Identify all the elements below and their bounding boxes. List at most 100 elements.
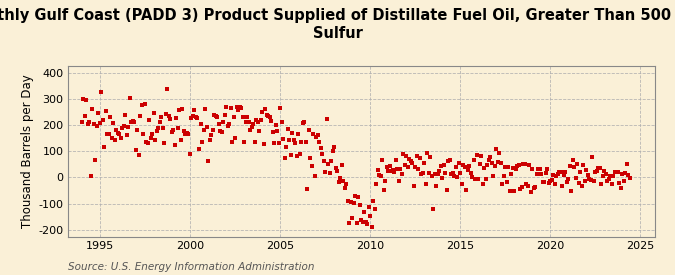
Point bbox=[327, 149, 338, 154]
Point bbox=[333, 180, 344, 185]
Point bbox=[502, 180, 512, 184]
Point bbox=[113, 130, 124, 135]
Point bbox=[233, 108, 244, 112]
Point bbox=[105, 114, 116, 119]
Point bbox=[335, 175, 346, 180]
Point bbox=[557, 184, 568, 189]
Point bbox=[163, 114, 174, 118]
Point bbox=[215, 129, 225, 133]
Point bbox=[294, 152, 305, 156]
Point bbox=[381, 165, 392, 170]
Point bbox=[481, 177, 491, 182]
Point bbox=[348, 201, 359, 205]
Point bbox=[138, 132, 149, 136]
Text: Monthly Gulf Coast (PADD 3) Product Supplied of Distillate Fuel Oil, Greater Tha: Monthly Gulf Coast (PADD 3) Product Supp… bbox=[0, 8, 675, 41]
Point bbox=[302, 187, 313, 191]
Point bbox=[533, 167, 543, 171]
Point bbox=[410, 165, 421, 169]
Point bbox=[167, 129, 178, 134]
Point bbox=[248, 121, 259, 126]
Point bbox=[395, 167, 406, 171]
Point bbox=[516, 185, 527, 189]
Point bbox=[119, 124, 130, 128]
Point bbox=[606, 182, 617, 186]
Point bbox=[130, 147, 141, 152]
Point bbox=[617, 171, 628, 176]
Point bbox=[418, 161, 429, 165]
Point bbox=[589, 179, 599, 183]
Point bbox=[417, 170, 428, 175]
Point bbox=[108, 120, 119, 125]
Point bbox=[176, 138, 186, 142]
Point bbox=[462, 168, 473, 172]
Point bbox=[303, 128, 314, 132]
Point bbox=[357, 220, 368, 225]
Point bbox=[281, 145, 292, 150]
Point bbox=[141, 140, 152, 144]
Point bbox=[464, 164, 475, 168]
Point bbox=[444, 158, 455, 162]
Point bbox=[413, 167, 424, 171]
Point bbox=[221, 105, 232, 109]
Point bbox=[354, 203, 365, 207]
Point bbox=[425, 155, 435, 159]
Point bbox=[296, 140, 306, 144]
Point bbox=[527, 167, 538, 171]
Point bbox=[263, 114, 273, 118]
Point bbox=[578, 162, 589, 167]
Point bbox=[86, 174, 97, 178]
Point bbox=[318, 159, 329, 163]
Point bbox=[255, 118, 266, 122]
Point bbox=[223, 122, 234, 126]
Point bbox=[246, 124, 257, 129]
Point bbox=[331, 168, 342, 173]
Point bbox=[508, 166, 518, 170]
Point bbox=[291, 154, 302, 158]
Point bbox=[261, 113, 272, 118]
Point bbox=[389, 169, 400, 174]
Point bbox=[587, 155, 597, 160]
Point bbox=[171, 116, 182, 121]
Point bbox=[81, 98, 92, 102]
Point bbox=[573, 181, 584, 185]
Point bbox=[519, 161, 530, 166]
Point bbox=[206, 132, 217, 137]
Point bbox=[428, 207, 439, 211]
Point bbox=[306, 164, 317, 168]
Point bbox=[456, 182, 467, 186]
Point bbox=[479, 166, 489, 170]
Point bbox=[204, 138, 215, 142]
Point bbox=[84, 120, 95, 125]
Point bbox=[569, 165, 580, 169]
Point bbox=[93, 110, 104, 115]
Point bbox=[610, 169, 620, 174]
Point bbox=[200, 106, 211, 111]
Point bbox=[392, 167, 402, 172]
Point bbox=[549, 181, 560, 186]
Point bbox=[242, 114, 252, 119]
Point bbox=[435, 163, 446, 168]
Point bbox=[264, 114, 275, 119]
Point bbox=[324, 170, 335, 175]
Point bbox=[114, 131, 125, 136]
Point bbox=[243, 120, 254, 124]
Point bbox=[213, 122, 224, 127]
Point bbox=[486, 161, 497, 166]
Point bbox=[234, 104, 245, 109]
Point bbox=[380, 179, 391, 184]
Point bbox=[304, 155, 315, 160]
Point bbox=[537, 180, 548, 185]
Point bbox=[515, 187, 526, 191]
Point bbox=[622, 162, 632, 167]
Point bbox=[271, 129, 282, 133]
Point bbox=[219, 113, 230, 117]
Point bbox=[581, 167, 592, 172]
Point bbox=[190, 115, 201, 120]
Point bbox=[90, 158, 101, 162]
Point bbox=[375, 174, 386, 178]
Point bbox=[358, 210, 369, 214]
Point bbox=[76, 120, 87, 124]
Point bbox=[150, 138, 161, 142]
Point bbox=[285, 153, 296, 158]
Point bbox=[315, 146, 326, 150]
